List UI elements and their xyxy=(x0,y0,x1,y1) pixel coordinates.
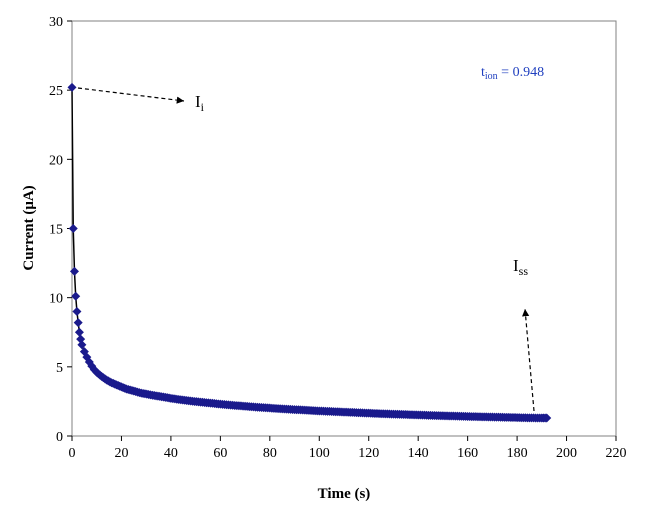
data-point xyxy=(73,318,83,328)
data-point xyxy=(74,327,84,337)
arrow-initial-current xyxy=(77,87,185,104)
data-point xyxy=(77,340,87,350)
data-point xyxy=(542,413,552,423)
x-axis-title: Time (s) xyxy=(318,486,371,502)
data-series xyxy=(67,82,552,423)
y-tick-label: 15 xyxy=(49,223,63,238)
annotation-steady-state-current: Iss xyxy=(513,256,528,278)
annotation-initial-current: Ii xyxy=(195,92,205,114)
annotation-transference-number: tion = 0.948 xyxy=(481,65,544,82)
x-tick-label: 60 xyxy=(213,446,227,461)
axis-ticks: 0 20 40 60 80 100 120 140 160 180 200 220 0 5 10 15 20 25… xyxy=(49,15,627,461)
y-tick-label: 10 xyxy=(49,292,63,307)
x-tick-label: 140 xyxy=(408,446,429,461)
y-tick-label: 20 xyxy=(49,153,63,168)
x-tick-label: 80 xyxy=(263,446,277,461)
x-tick-label: 20 xyxy=(114,446,128,461)
plot-area xyxy=(71,20,617,437)
y-axis-title: Current (μA) xyxy=(21,185,37,270)
x-tick-label: 200 xyxy=(556,446,577,461)
y-tick-label: 25 xyxy=(49,84,63,99)
x-tick-label: 40 xyxy=(164,446,178,461)
data-point xyxy=(67,82,77,92)
x-tick-label: 0 xyxy=(69,446,76,461)
x-tick-label: 100 xyxy=(309,446,330,461)
data-point xyxy=(72,307,82,316)
data-point xyxy=(68,224,78,233)
x-tick-label: 160 xyxy=(457,446,478,461)
x-tick-label: 180 xyxy=(507,446,528,461)
y-tick-label: 5 xyxy=(56,361,63,376)
y-tick-label: 0 xyxy=(56,430,63,445)
y-tick-label: 30 xyxy=(49,15,63,30)
x-tick-label: 220 xyxy=(606,446,627,461)
arrow-steady-state xyxy=(522,308,535,412)
x-tick-label: 120 xyxy=(358,446,379,461)
data-point xyxy=(71,291,81,301)
data-point xyxy=(69,266,79,276)
